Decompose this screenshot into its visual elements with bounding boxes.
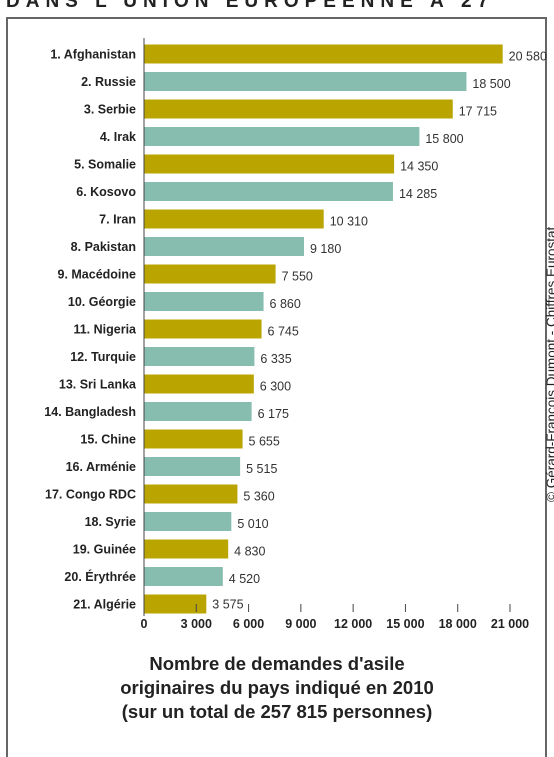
bar [144, 209, 324, 229]
value-label: 10 310 [330, 215, 368, 229]
x-tick-label: 12 000 [334, 617, 372, 631]
category-label: 11. Nigeria [73, 323, 137, 337]
category-label: 5. Somalie [74, 158, 136, 172]
value-label: 6 860 [270, 297, 301, 311]
category-label: 15. Chine [80, 433, 136, 447]
value-label: 6 335 [260, 352, 291, 366]
bar [144, 429, 243, 449]
value-label: 3 575 [212, 598, 243, 612]
bar [144, 127, 420, 146]
value-label: 17 715 [459, 105, 497, 119]
bar [144, 99, 453, 119]
category-label: 1. Afghanistan [50, 48, 136, 62]
header-title: DANS L'UNION EUROPÉENNE À 27 [6, 0, 495, 12]
category-label: 8. Pakistan [71, 240, 136, 254]
x-tick-label: 6 000 [233, 617, 264, 631]
category-label: 2. Russie [81, 75, 136, 89]
category-label: 9. Macédoine [58, 268, 137, 282]
bar [144, 567, 223, 586]
bar [144, 457, 241, 476]
chart-caption: Nombre de demandes d'asile originaires d… [0, 652, 554, 724]
x-tick-label: 3 000 [181, 617, 212, 631]
bar [144, 182, 393, 201]
x-tick-label: 0 [141, 617, 148, 631]
value-label: 6 175 [258, 407, 289, 421]
value-label: 20 580 [509, 50, 547, 64]
category-label: 4. Irak [100, 130, 136, 144]
category-label: 17. Congo RDC [45, 488, 136, 502]
category-label: 6. Kosovo [76, 185, 136, 199]
bar [144, 594, 207, 614]
bar [144, 484, 238, 504]
category-label: 13. Sri Lanka [59, 378, 137, 392]
value-label: 15 800 [425, 132, 463, 146]
value-label: 4 520 [229, 572, 260, 586]
category-label: 20. Érythrée [64, 569, 136, 584]
chart-frame [6, 17, 547, 757]
bar [144, 319, 262, 339]
bar [144, 264, 276, 284]
x-tick-label: 9 000 [285, 617, 316, 631]
category-label: 21. Algérie [73, 598, 136, 612]
category-label: 18. Syrie [85, 515, 136, 529]
value-label: 14 350 [400, 160, 438, 174]
category-label: 19. Guinée [73, 543, 136, 557]
bar [144, 402, 252, 421]
bar [144, 374, 254, 394]
header-strip: DANS L'UNION EUROPÉENNE À 27 [0, 0, 554, 14]
value-label: 5 360 [243, 490, 274, 504]
x-tick-label: 15 000 [386, 617, 424, 631]
caption-line-1: Nombre de demandes d'asile [149, 653, 405, 674]
value-label: 7 550 [282, 270, 313, 284]
bar [144, 347, 255, 366]
bar [144, 154, 395, 174]
category-label: 12. Turquie [70, 350, 136, 364]
caption-line-2: originaires du pays indiqué en 2010 [120, 677, 434, 698]
category-label: 7. Iran [99, 213, 136, 227]
value-label: 5 010 [237, 517, 268, 531]
value-label: 14 285 [399, 187, 437, 201]
bar [144, 44, 503, 64]
bar [144, 237, 304, 256]
bar [144, 539, 229, 559]
value-label: 5 515 [246, 462, 277, 476]
x-tick-label: 18 000 [439, 617, 477, 631]
category-label: 14. Bangladesh [44, 405, 136, 419]
category-label: 16. Arménie [66, 460, 136, 474]
value-label: 5 655 [249, 435, 280, 449]
bar [144, 72, 467, 91]
value-label: 6 300 [260, 380, 291, 394]
bar-chart: 1. Afghanistan 20 580 2. Russie 18 500 3. Se… [44, 38, 547, 631]
category-label: 10. Géorgie [68, 295, 136, 309]
bar [144, 512, 232, 531]
x-tick-label: 21 000 [491, 617, 529, 631]
caption-line-3: (sur un total de 257 815 personnes) [121, 701, 433, 722]
bar [144, 292, 264, 311]
source-credit: © Gérard-François Dumont - Chiffres Euro… [544, 222, 554, 502]
value-label: 18 500 [472, 77, 510, 91]
value-label: 6 745 [268, 325, 299, 339]
value-label: 9 180 [310, 242, 341, 256]
category-label: 3. Serbie [84, 103, 136, 117]
value-label: 4 830 [234, 545, 265, 559]
